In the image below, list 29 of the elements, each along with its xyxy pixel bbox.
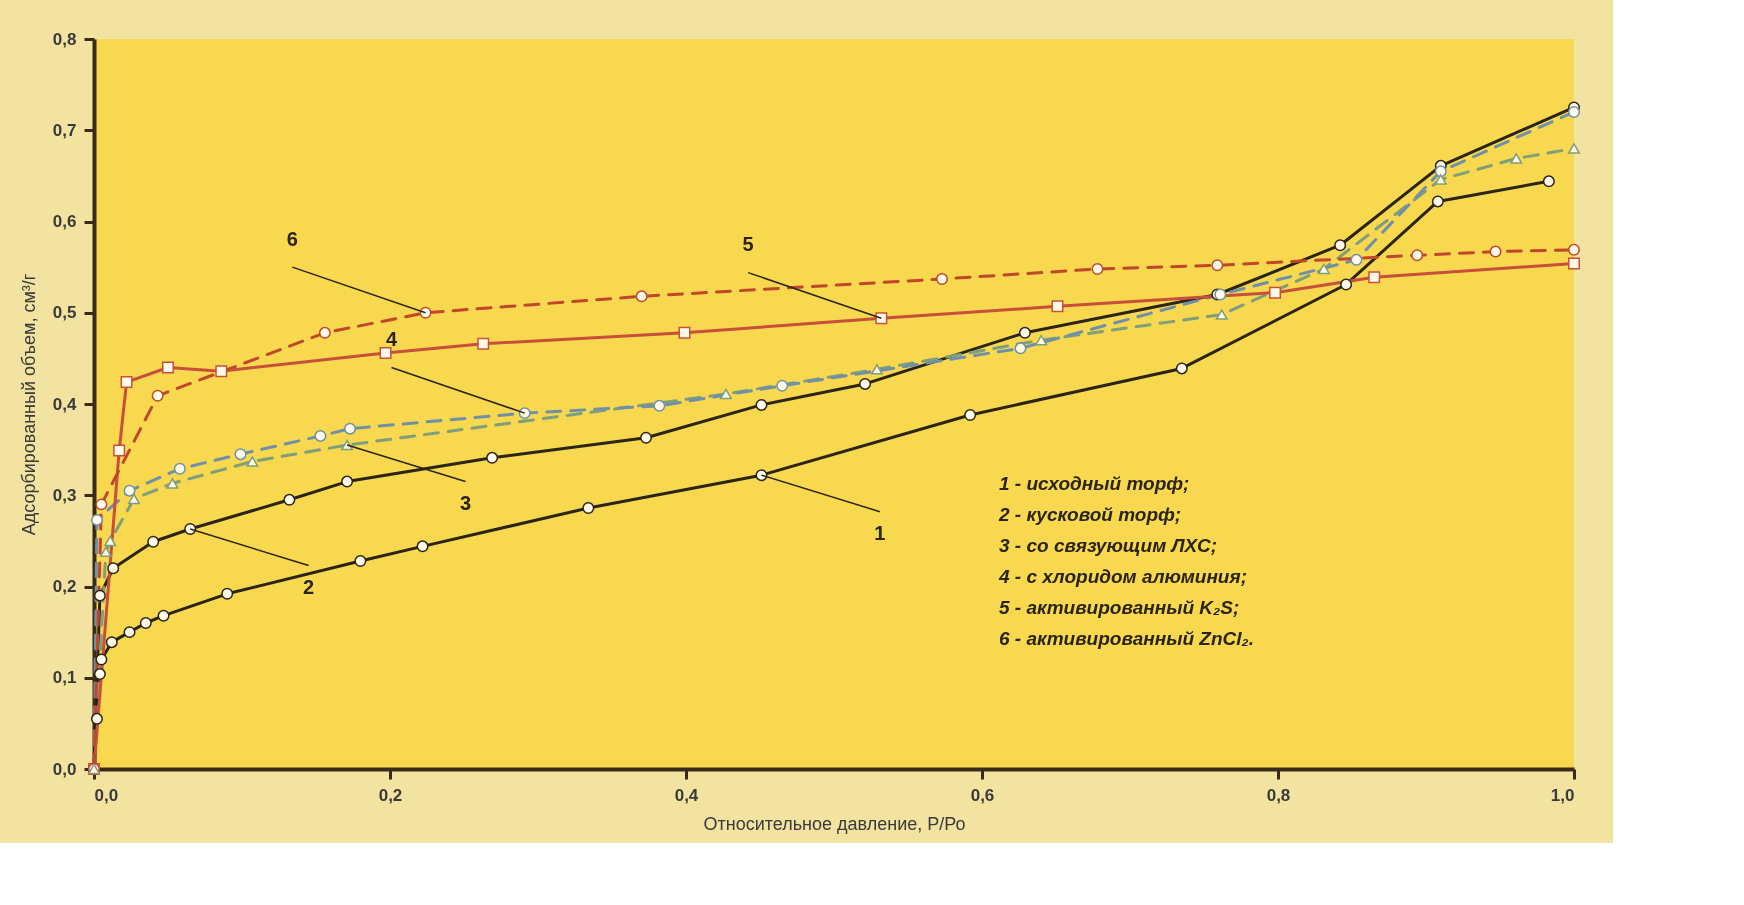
- annotation: 3: [459, 492, 472, 515]
- y-tick-label: 0,4: [52, 394, 78, 414]
- annotation: 4 - с хлоридом алюминия;: [998, 566, 1247, 587]
- x-tick-label: 0,4: [674, 785, 699, 805]
- annotation: 6 - активированный ZnCl₂.: [999, 628, 1255, 649]
- x-tick-label: 0,6: [970, 785, 995, 805]
- y-tick-label: 0,3: [52, 485, 77, 505]
- x-tick-label: 0,0: [94, 785, 119, 805]
- annotation: 3 - со связующим ЛХС;: [999, 535, 1218, 556]
- annotation: 6: [286, 227, 298, 250]
- annotation: 2 - кусковой торф;: [998, 504, 1182, 525]
- x-tick-label: 0,2: [378, 785, 403, 805]
- x-tick-label: 0,8: [1266, 785, 1291, 805]
- annotation: 5 - активированный K₂S;: [999, 597, 1240, 618]
- x-tick-label: 1,0: [1550, 785, 1575, 805]
- y-tick-label: 0,5: [52, 303, 77, 323]
- y-tick-label: 0,8: [52, 29, 77, 49]
- y-tick-label: 0,1: [52, 668, 77, 688]
- y-tick-label: 0,7: [52, 120, 77, 140]
- y-tick-label: 0,0: [52, 759, 77, 779]
- annotation: 4: [385, 328, 398, 351]
- y-tick-label: 0,6: [52, 212, 77, 231]
- y-tick-label: 0,2: [52, 577, 77, 596]
- y-axis-title: Адсорбированный объем, см³/г: [18, 273, 39, 536]
- annotation: 5: [742, 233, 754, 256]
- annotation: 2: [303, 576, 315, 599]
- annotation: 1: [874, 522, 886, 545]
- x-axis-title: Относительное давление, Р/Ро: [703, 813, 966, 834]
- annotation: 1 - исходный торф;: [999, 473, 1190, 494]
